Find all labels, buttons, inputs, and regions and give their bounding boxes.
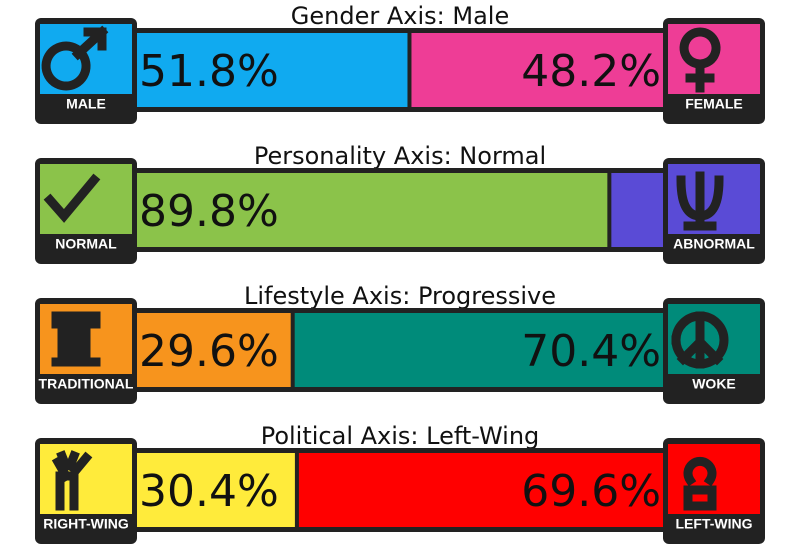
right-label: ABNORMAL — [673, 236, 755, 252]
right-label: FEMALE — [685, 96, 743, 112]
right-segment — [411, 33, 663, 107]
left-segment — [137, 173, 608, 247]
left-percent: 89.8% — [139, 186, 279, 237]
right-segment — [294, 313, 663, 387]
right-percent: 70.4% — [521, 326, 661, 377]
left-segment — [137, 313, 291, 387]
right-icon — [671, 311, 729, 369]
right-percent: 69.6% — [521, 466, 661, 517]
axis-title: Personality Axis: Normal — [254, 142, 546, 170]
left-segment — [137, 453, 295, 527]
left-icon — [41, 25, 109, 91]
left-icon-bg — [40, 164, 132, 234]
right-label: WOKE — [692, 376, 736, 392]
axis-title: Gender Axis: Male — [291, 2, 509, 30]
right-label: LEFT-WING — [676, 516, 753, 532]
right-segment — [298, 453, 663, 527]
left-percent: 29.6% — [139, 326, 279, 377]
left-segment — [137, 33, 408, 107]
left-icon — [51, 450, 93, 511]
right-icon — [679, 27, 721, 93]
axis-title: Political Axis: Left-Wing — [261, 422, 540, 450]
right-icon — [676, 171, 724, 231]
right-segment — [611, 173, 663, 247]
right-icon — [683, 456, 717, 511]
left-percent: 51.8% — [139, 46, 279, 97]
axis-title: Lifestyle Axis: Progressive — [244, 282, 556, 310]
left-percent: 30.4% — [139, 466, 279, 517]
left-label: RIGHT-WING — [43, 516, 129, 532]
left-icon — [43, 173, 101, 223]
left-label: MALE — [66, 96, 106, 112]
left-label: NORMAL — [55, 236, 117, 252]
left-label: TRADITIONAL — [39, 376, 134, 392]
left-icon — [51, 311, 101, 367]
right-percent: 48.2% — [521, 46, 661, 97]
